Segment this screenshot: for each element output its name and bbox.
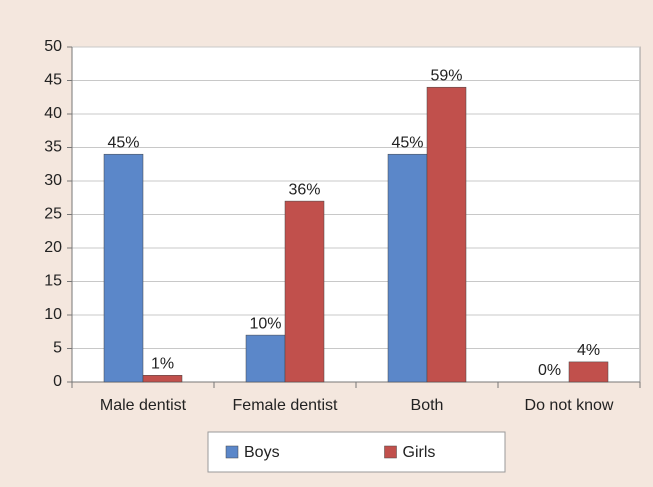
bar <box>568 361 609 383</box>
bar <box>245 334 286 383</box>
y-tick-label: 45 <box>44 72 62 89</box>
y-tick-label: 0 <box>53 373 62 390</box>
legend-label: Boys <box>244 444 280 461</box>
x-tick-label: Both <box>411 397 444 414</box>
y-tick-label: 40 <box>44 105 62 122</box>
y-tick-label: 5 <box>53 340 62 357</box>
bar <box>284 200 325 383</box>
y-tick-label: 25 <box>44 206 62 223</box>
x-tick-label: Do not know <box>525 397 614 414</box>
y-tick-label: 35 <box>44 139 62 156</box>
y-tick-label: 15 <box>44 273 62 290</box>
value-label: 0% <box>538 362 561 379</box>
legend-swatch <box>384 445 397 459</box>
value-label: 45% <box>107 134 139 151</box>
x-tick-label: Female dentist <box>233 397 338 414</box>
legend-box <box>207 431 506 473</box>
bar <box>103 153 144 383</box>
value-label: 36% <box>288 181 320 198</box>
bar <box>426 86 467 383</box>
y-tick-label: 30 <box>44 172 62 189</box>
bar <box>387 153 428 383</box>
value-label: 59% <box>430 67 462 84</box>
y-tick-label: 50 <box>44 38 62 55</box>
value-label: 10% <box>249 315 281 332</box>
bar <box>142 375 183 383</box>
value-label: 45% <box>391 134 423 151</box>
legend-swatch <box>225 445 239 459</box>
x-tick-label: Male dentist <box>100 397 187 414</box>
y-tick-label: 10 <box>44 306 62 323</box>
y-tick-label: 20 <box>44 239 62 256</box>
legend-label: Girls <box>403 444 436 461</box>
value-label: 4% <box>577 342 600 359</box>
value-label: 1% <box>151 356 174 373</box>
